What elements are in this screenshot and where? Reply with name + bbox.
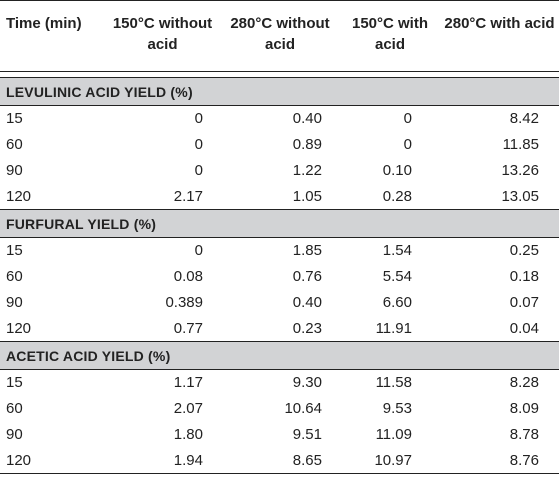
cell-280-without-acid: 8.65 [220,447,340,474]
cell-150-without-acid: 1.80 [173,426,203,443]
cell-150-without-acid: 0 [194,110,203,128]
header-150-with-acid: 150°C with acid [351,15,429,53]
cell-150-with-acid: 5.54 [382,268,412,285]
table-row: 90 0 1.22 0.10 13.26 [0,158,559,184]
cell-280-with-acid: 8.28 [509,374,539,392]
cell-time: 15 [6,110,23,128]
cell-150-with-acid: 6.60 [382,294,412,311]
cell-280-without-acid: 1.22 [292,162,322,179]
table-row: 90 0.389 0.40 6.60 0.07 [0,290,559,316]
cell-150-with-acid: 0.28 [382,187,412,205]
cell-280-with-acid: 0.07 [509,294,539,311]
cell-150-with-acid: 0 [403,110,412,128]
cell-280-with-acid: 13.05 [501,187,539,205]
header-150-without-acid: 150°C without acid [112,15,213,53]
cell-280-with-acid: 0.25 [509,242,539,260]
cell-time: 120 [0,447,105,474]
cell-280-with-acid: 8.09 [509,400,539,417]
header-spacer [0,71,559,78]
cell-150-without-acid: 2.17 [173,187,203,205]
cell-280-without-acid: 10.64 [284,400,322,417]
cell-time: 60 [6,400,23,417]
table-row: 15 1.17 9.30 11.58 8.28 [0,370,559,396]
cell-150-without-acid: 2.07 [173,400,203,417]
cell-280-with-acid: 8.78 [509,426,539,443]
cell-150-without-acid: 0.08 [173,268,203,285]
cell-150-with-acid: 10.97 [340,447,440,474]
cell-150-with-acid: 11.58 [375,374,412,392]
cell-150-without-acid: 0 [194,162,203,179]
header-time: Time (min) [6,15,82,32]
table-row: 120 0.77 0.23 11.91 0.04 [0,316,559,342]
table-row: 60 0.08 0.76 5.54 0.18 [0,264,559,290]
cell-280-with-acid: 8.76 [440,447,559,474]
table-row: 120 2.17 1.05 0.28 13.05 [0,184,559,210]
cell-150-without-acid: 0 [194,136,203,153]
table-header: Time (min) 150°C without acid 280°C with… [0,0,559,72]
cell-150-with-acid: 0.10 [382,162,412,179]
section-levulinic-acid: LEVULINIC ACID YIELD (%) [0,77,559,106]
cell-150-without-acid: 1.17 [173,374,203,392]
cell-280-without-acid: 0.76 [292,268,322,285]
cell-time: 15 [6,374,23,392]
cell-280-without-acid: 0.23 [292,319,322,337]
cell-150-with-acid: 1.54 [382,242,412,260]
cell-time: 15 [6,242,23,260]
cell-time: 90 [6,294,23,311]
cell-150-with-acid: 9.53 [382,400,412,417]
cell-150-with-acid: 11.09 [375,426,412,443]
cell-280-with-acid: 0.04 [509,319,539,337]
section-title: LEVULINIC ACID YIELD (%) [0,77,559,106]
cell-280-without-acid: 1.85 [292,242,322,260]
cell-150-without-acid: 0.77 [173,319,203,337]
cell-280-with-acid: 13.26 [501,162,539,179]
section-furfural: FURFURAL YIELD (%) [0,209,559,238]
table-row: 90 1.80 9.51 11.09 8.78 [0,422,559,448]
table-row: 15 0 0.40 0 8.42 [0,106,559,132]
table-row: 60 0 0.89 0 11.85 [0,132,559,158]
cell-time: 120 [6,319,32,337]
cell-150-with-acid: 11.91 [375,319,412,337]
table-body: LEVULINIC ACID YIELD (%) 15 0 0.40 0 8.4… [0,71,559,474]
cell-280-without-acid: 0.40 [292,110,322,128]
cell-150-with-acid: 0 [403,136,412,153]
section-title: FURFURAL YIELD (%) [0,209,559,238]
header-280-with-acid: 280°C with acid [444,15,555,32]
header-280-without-acid: 280°C without acid [230,15,330,53]
cell-280-with-acid: 8.42 [509,110,539,128]
cell-150-without-acid: 0 [194,242,203,260]
cell-time: 90 [6,426,23,443]
cell-280-with-acid: 0.18 [509,268,539,285]
cell-150-without-acid: 1.94 [105,447,220,474]
header-row: Time (min) 150°C without acid 280°C with… [0,0,559,72]
cell-280-with-acid: 11.85 [502,136,539,153]
cell-280-without-acid: 9.30 [292,374,322,392]
table-row: 120 1.94 8.65 10.97 8.76 [0,447,559,474]
cell-280-without-acid: 0.40 [292,294,322,311]
cell-150-without-acid: 0.389 [165,294,203,311]
yield-table: Time (min) 150°C without acid 280°C with… [0,0,559,474]
table-row: 15 0 1.85 1.54 0.25 [0,238,559,264]
cell-280-without-acid: 9.51 [292,426,322,443]
section-acetic-acid: ACETIC ACID YIELD (%) [0,341,559,370]
cell-280-without-acid: 0.89 [292,136,322,153]
cell-280-without-acid: 1.05 [292,187,322,205]
section-title: ACETIC ACID YIELD (%) [0,341,559,370]
cell-time: 60 [6,268,23,285]
cell-time: 90 [6,162,23,179]
cell-time: 120 [6,187,32,205]
cell-time: 60 [6,136,23,153]
table-row: 60 2.07 10.64 9.53 8.09 [0,396,559,422]
